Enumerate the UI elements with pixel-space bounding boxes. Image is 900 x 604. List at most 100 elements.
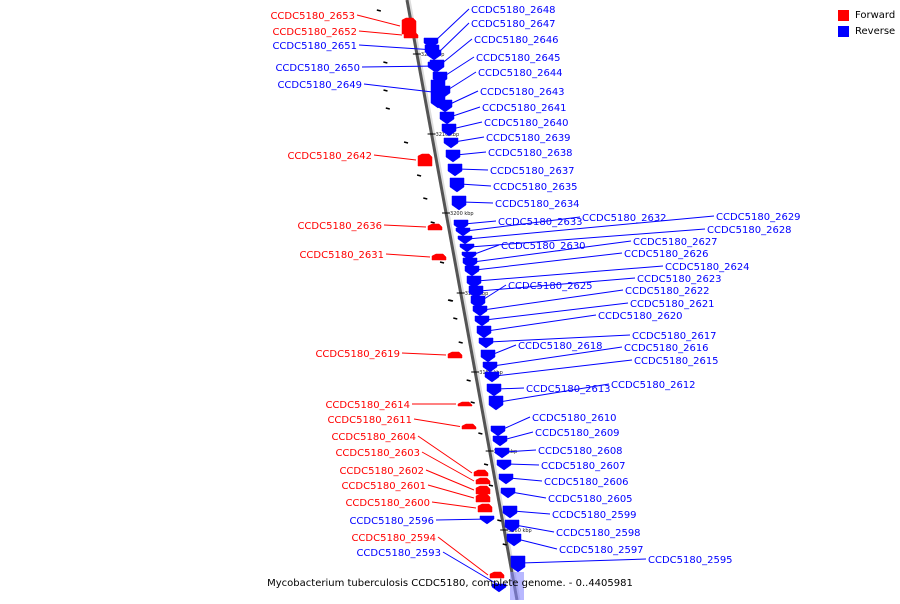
feature-dash (502, 543, 507, 546)
connector-line (447, 90, 479, 106)
gene-feature (401, 17, 417, 35)
gene-feature (475, 477, 491, 485)
legend-reverse: Reverse (838, 24, 895, 38)
gene-feature (459, 243, 475, 253)
gene-label: CCDC5180_2612 (611, 380, 696, 391)
connector-line (474, 252, 623, 271)
feature-dash (385, 107, 390, 110)
connector-line (439, 38, 473, 66)
connector-line (510, 491, 547, 499)
gene-feature (472, 305, 488, 317)
gene-label: CCDC5180_2607 (541, 461, 626, 472)
feature-dash (423, 197, 428, 200)
connector-line (358, 30, 403, 36)
legend-reverse-swatch (838, 25, 849, 37)
connector-line (506, 463, 540, 466)
feature-dash (483, 463, 489, 466)
connector-line (425, 469, 475, 491)
gene-label: CCDC5180_2599 (552, 510, 637, 521)
gene-feature (490, 425, 506, 437)
connector-line (492, 346, 623, 367)
gene-feature (417, 153, 433, 167)
gene-feature (506, 533, 522, 547)
gene-label: CCDC5180_2603 (335, 448, 420, 459)
gene-label: CCDC5180_2596 (349, 516, 434, 527)
gene-feature (510, 555, 526, 573)
connector-line (383, 224, 427, 228)
connector-line (421, 451, 475, 482)
gene-label: CCDC5180_2615 (634, 356, 719, 367)
gene-label: CCDC5180_2604 (331, 432, 416, 443)
gene-feature (477, 503, 493, 513)
gene-label: CCDC5180_2640 (484, 118, 569, 129)
gene-feature (480, 349, 496, 363)
gene-feature (496, 459, 512, 471)
gene-feature (437, 99, 453, 113)
connector-line (457, 168, 489, 171)
gene-label: CCDC5180_2638 (488, 148, 573, 159)
gene-label: CCDC5180_2597 (559, 545, 644, 556)
gene-feature (461, 423, 477, 430)
connector-line (437, 536, 489, 576)
gene-feature (443, 137, 459, 149)
gene-label: CCDC5180_2595 (648, 555, 733, 566)
gene-label: CCDC5180_2647 (471, 19, 556, 30)
gene-label: CCDC5180_2652 (272, 27, 357, 38)
gene-label: CCDC5180_2624 (665, 262, 750, 273)
connector-line (516, 538, 558, 550)
gene-feature (474, 315, 490, 327)
gene-feature (457, 401, 473, 407)
connector-line (476, 265, 664, 282)
feature-dash (453, 317, 458, 320)
gene-feature (498, 473, 514, 485)
gene-feature (475, 485, 491, 495)
gene-label: CCDC5180_2618 (518, 341, 603, 352)
feature-dash (376, 9, 382, 12)
connector-line (500, 416, 531, 431)
gene-label: CCDC5180_2602 (339, 466, 424, 477)
gene-feature (447, 163, 463, 177)
gene-label: CCDC5180_2625 (508, 281, 593, 292)
gene-label: CCDC5180_2630 (501, 241, 586, 252)
gene-feature (492, 435, 508, 447)
connector-line (356, 14, 401, 27)
gene-label: CCDC5180_2631 (299, 250, 384, 261)
feature-dash (458, 341, 463, 344)
gene-feature (482, 361, 498, 373)
gene-label: CCDC5180_2636 (297, 221, 382, 232)
connector-line (451, 121, 483, 130)
connector-line (363, 83, 442, 94)
connector-line (385, 253, 431, 258)
gene-feature (435, 85, 451, 99)
connector-line (486, 314, 597, 332)
connector-line (459, 183, 492, 187)
feature-dash (497, 519, 502, 522)
legend-forward-label: Forward (855, 9, 896, 21)
connector-line (488, 334, 631, 343)
tick-label: 3160 kbp (508, 528, 532, 534)
gene-label: CCDC5180_2613 (526, 384, 611, 395)
gene-label: CCDC5180_2628 (707, 225, 792, 236)
connector-line (449, 106, 481, 118)
gene-feature (439, 111, 455, 125)
gene-label: CCDC5180_2641 (482, 103, 567, 114)
gene-feature (429, 59, 445, 73)
gene-label: CCDC5180_2637 (490, 166, 575, 177)
gene-feature (504, 519, 520, 533)
genome-axis (405, 0, 519, 601)
gene-feature (451, 195, 467, 211)
gene-feature (466, 275, 482, 289)
connector-line (482, 289, 624, 311)
connector-line (455, 151, 487, 156)
gene-feature (470, 295, 486, 309)
gene-label: CCDC5180_2632 (582, 213, 667, 224)
gene-feature (455, 227, 471, 237)
connector-line (472, 240, 632, 263)
gene-feature (432, 71, 448, 85)
connector-line (417, 435, 473, 474)
connector-line (453, 136, 485, 143)
gene-label: CCDC5180_2629 (716, 212, 801, 223)
gene-feature (423, 37, 439, 49)
feature-dash (466, 379, 471, 382)
